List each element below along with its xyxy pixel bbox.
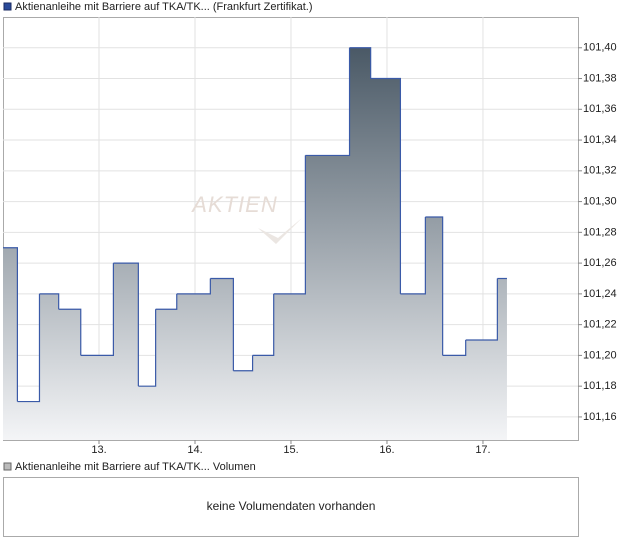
legend-swatch bbox=[3, 2, 12, 11]
y-tick-label: 101,32 bbox=[583, 165, 617, 177]
step-line bbox=[273, 155, 306, 295]
area-fill bbox=[3, 47, 507, 440]
x-tick-label: 17. bbox=[475, 444, 490, 456]
step-line bbox=[400, 216, 426, 295]
step-line bbox=[442, 340, 467, 356]
y-tick-label: 101,28 bbox=[583, 226, 617, 238]
y-tick-label: 101,30 bbox=[583, 195, 617, 207]
step-line bbox=[39, 293, 60, 310]
watermark-check bbox=[258, 218, 302, 244]
step-line bbox=[465, 278, 498, 341]
y-tick-label: 101,20 bbox=[583, 349, 617, 361]
y-tick-label: 101,36 bbox=[583, 103, 617, 115]
y-tick-label: 101,22 bbox=[583, 319, 617, 331]
watermark: AKTIEN bbox=[190, 192, 277, 217]
legend-swatch bbox=[3, 462, 12, 471]
step-line bbox=[305, 47, 351, 157]
step-line bbox=[17, 293, 41, 403]
step-line bbox=[349, 47, 372, 79]
step-line bbox=[370, 77, 402, 294]
step-line bbox=[233, 355, 254, 372]
y-tick-label: 101,34 bbox=[583, 134, 617, 146]
step-line bbox=[138, 309, 157, 387]
y-tick-label: 101,38 bbox=[583, 72, 617, 84]
step-line bbox=[155, 293, 178, 310]
step-line bbox=[425, 216, 444, 356]
x-tick-label: 16. bbox=[379, 444, 394, 456]
step-line bbox=[58, 308, 82, 356]
y-tick-label: 101,18 bbox=[583, 380, 617, 392]
volume-message: keine Volumendaten vorhanden bbox=[207, 499, 376, 513]
step-line bbox=[113, 262, 139, 387]
volume-legend: Aktienanleihe mit Barriere auf TKA/TK...… bbox=[15, 461, 256, 473]
step-line bbox=[176, 278, 211, 295]
step-line bbox=[3, 247, 18, 402]
y-tick-label: 101,26 bbox=[583, 257, 617, 269]
y-tick-label: 101,24 bbox=[583, 288, 617, 300]
legend-label: Aktienanleihe mit Barriere auf TKA/TK...… bbox=[15, 1, 313, 13]
x-tick-label: 14. bbox=[187, 444, 202, 456]
x-tick-label: 15. bbox=[283, 444, 298, 456]
step-line bbox=[210, 277, 234, 371]
step-line bbox=[252, 293, 275, 356]
y-tick-label: 101,16 bbox=[583, 411, 617, 423]
x-tick-label: 13. bbox=[91, 444, 106, 456]
volume-frame bbox=[3, 477, 579, 537]
step-line bbox=[80, 263, 114, 356]
y-tick-label: 101,40 bbox=[583, 42, 617, 54]
